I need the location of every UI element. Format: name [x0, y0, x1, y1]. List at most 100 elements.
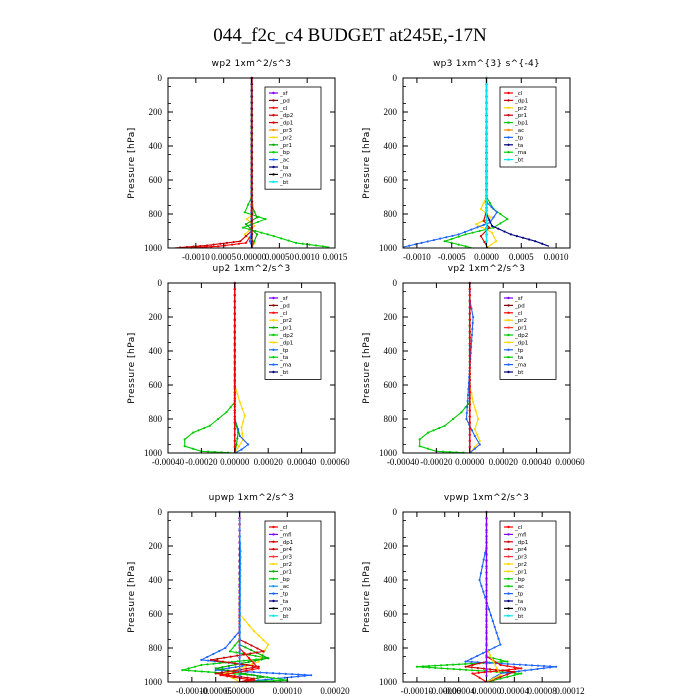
series-marker: [471, 327, 474, 331]
series-marker: [477, 417, 480, 421]
legend-marker: [507, 304, 510, 307]
series-marker: [485, 674, 488, 678]
series-marker: [250, 240, 254, 243]
series-marker: [238, 618, 242, 621]
legend-marker: [507, 151, 510, 154]
series-marker: [485, 547, 488, 550]
series-marker: [238, 400, 241, 404]
series-marker: [482, 223, 485, 226]
series-line: [184, 283, 236, 454]
legend-marker: [272, 356, 275, 359]
series-marker: [250, 101, 254, 104]
series-marker: [443, 240, 446, 243]
series-marker: [296, 675, 300, 678]
series-marker: [250, 200, 254, 203]
series-marker: [466, 405, 469, 409]
series-marker: [248, 228, 251, 231]
series-marker: [468, 360, 471, 364]
legend: _cl_mfl_dp1_pr4_pr3_pr2_pr1_bp_ac_tp_ta_…: [499, 520, 557, 624]
y-tick-label: 800: [384, 643, 398, 653]
series-marker: [233, 635, 236, 638]
series-marker: [415, 665, 419, 668]
series-marker: [254, 229, 257, 233]
y-axis-label: Pressure [hPa]: [127, 561, 137, 633]
series-marker: [253, 240, 256, 243]
series-marker: [468, 379, 471, 382]
legend-label: _bt: [514, 158, 524, 164]
series-marker: [260, 658, 263, 661]
legend-marker: [272, 143, 275, 146]
legend-marker: [507, 158, 510, 161]
legend-marker: [272, 370, 275, 374]
series-marker: [485, 137, 488, 140]
series-marker: [495, 631, 498, 634]
series-marker: [485, 234, 488, 237]
legend-marker: [507, 128, 510, 132]
series-marker: [244, 646, 247, 649]
series-marker: [485, 82, 488, 86]
series-marker: [485, 601, 488, 605]
series-marker: [220, 668, 223, 671]
series-marker: [236, 437, 239, 440]
series-marker: [481, 565, 484, 568]
series-marker: [468, 397, 471, 400]
series-marker: [468, 409, 471, 412]
legend-marker: [507, 614, 510, 617]
series-marker: [238, 649, 241, 652]
legend-marker: [507, 533, 510, 536]
series-marker: [233, 409, 236, 412]
series-marker: [426, 447, 430, 450]
series-marker: [243, 618, 246, 621]
series-marker: [439, 664, 443, 667]
series-marker: [503, 230, 506, 233]
series-marker: [473, 447, 476, 450]
series-marker: [272, 679, 275, 682]
series-marker: [238, 535, 241, 538]
series-marker: [238, 637, 241, 640]
series-marker: [233, 360, 236, 364]
series-marker: [488, 661, 491, 665]
legend-label: _pr1: [514, 113, 527, 119]
series-marker: [197, 429, 200, 432]
series-marker: [485, 186, 488, 189]
series-marker: [485, 559, 488, 562]
series-marker: [485, 620, 488, 623]
series-marker: [468, 403, 471, 406]
series-marker: [222, 656, 226, 659]
x-tick-label: -0.00005: [200, 686, 233, 696]
legend-marker: [272, 570, 275, 573]
legend-marker: [272, 525, 275, 529]
series-dp2: [418, 281, 471, 454]
series-marker: [428, 666, 431, 669]
series-marker: [239, 606, 242, 609]
series-marker: [470, 660, 473, 664]
legend-label: _pr4: [514, 547, 528, 553]
series-marker: [287, 239, 290, 242]
series-marker: [520, 667, 523, 670]
series-marker: [471, 321, 474, 325]
series-marker: [219, 674, 222, 677]
legend-marker: [272, 311, 275, 314]
series-marker: [233, 287, 236, 291]
series-marker: [432, 429, 435, 432]
series-marker: [250, 132, 254, 135]
series-marker: [272, 235, 275, 238]
legend-marker: [507, 562, 510, 566]
x-tick-label: 0.00000: [237, 252, 267, 262]
series-marker: [418, 445, 421, 448]
series-line: [402, 78, 498, 248]
series-marker: [485, 595, 488, 599]
series-marker: [233, 300, 236, 303]
series-marker: [492, 657, 495, 660]
series-marker: [212, 662, 215, 665]
legend-label: _bp1: [514, 121, 528, 127]
legend-label: _bp: [279, 577, 290, 583]
series-marker: [518, 663, 522, 666]
series-marker: [255, 216, 259, 219]
legend-label: _dp1: [279, 340, 293, 346]
series-marker: [250, 188, 254, 191]
y-tick-label: 200: [149, 312, 163, 322]
series-marker: [495, 211, 499, 214]
series-marker: [233, 372, 236, 376]
